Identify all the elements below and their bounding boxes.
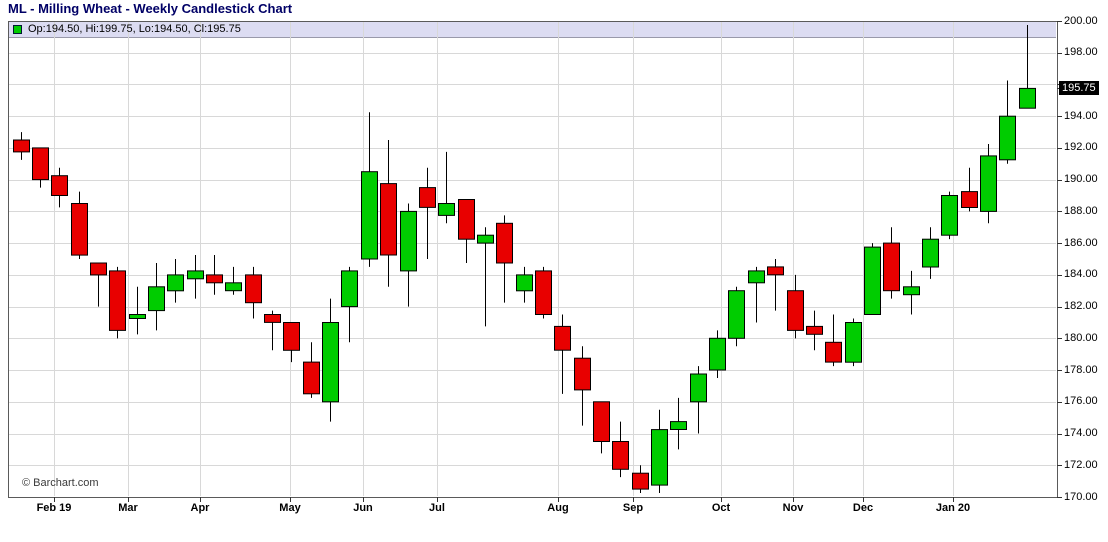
candle-body-up	[980, 155, 997, 212]
x-axis-label: Nov	[782, 502, 804, 514]
candle-body-down	[283, 322, 300, 351]
candle-body-down	[51, 175, 68, 196]
candle-body-down	[554, 325, 571, 351]
candle-body-down	[612, 441, 629, 470]
candle-body-up	[322, 322, 339, 403]
candle-body-down	[264, 314, 281, 323]
candle-body-down	[13, 139, 30, 153]
candle-body-down	[206, 274, 223, 284]
y-axis-label: 184.00	[1064, 268, 1098, 281]
candle-body-up	[690, 373, 707, 403]
candle-body-down	[593, 401, 610, 442]
y-axis-label: 192.00	[1064, 141, 1098, 154]
candle-body-up	[922, 238, 939, 268]
watermark: © Barchart.com	[22, 477, 99, 489]
candle-body-down	[380, 183, 397, 256]
y-axis-label: 188.00	[1064, 204, 1098, 217]
candle-body-up	[400, 210, 417, 272]
candle-body-up	[516, 274, 533, 292]
y-axis-label: 176.00	[1064, 395, 1098, 408]
last-price-tag: 195.75	[1059, 81, 1099, 95]
y-axis-label: 186.00	[1064, 236, 1098, 249]
candle-body-up	[1019, 87, 1036, 109]
candle-body-up	[225, 282, 242, 292]
candle-body-down	[496, 222, 513, 264]
x-axis-label: May	[279, 502, 301, 514]
x-axis-label: Apr	[190, 502, 210, 514]
candle-body-up	[129, 314, 146, 319]
candle-body-down	[535, 270, 552, 315]
x-axis-label: Dec	[852, 502, 874, 514]
candle-body-down	[787, 290, 804, 331]
y-axis-label: 172.00	[1064, 458, 1098, 471]
x-axis-label: Jan 20	[935, 502, 971, 514]
candle-body-up	[167, 274, 184, 292]
x-axis-label: Sep	[622, 502, 644, 514]
candle-body-down	[574, 357, 591, 391]
candle-body-down	[806, 325, 823, 335]
candle-body-up	[341, 270, 358, 308]
candle-body-down	[961, 191, 978, 209]
candle-body-up	[670, 421, 687, 431]
y-axis-label: 190.00	[1064, 173, 1098, 186]
candle-body-down	[883, 242, 900, 292]
candle-body-down	[825, 341, 842, 363]
y-axis-label: 178.00	[1064, 363, 1098, 376]
candle-body-up	[864, 246, 881, 316]
candle-body-down	[109, 270, 126, 331]
candle-body-down	[767, 266, 784, 276]
candle-body-up	[845, 322, 862, 363]
x-axis-label: Oct	[711, 502, 731, 514]
x-axis-label: Aug	[547, 502, 569, 514]
candle-body-up	[438, 203, 455, 216]
legend-strip-bg	[9, 22, 1056, 37]
candle-body-down	[90, 262, 107, 276]
candle-body-up	[148, 286, 165, 312]
candle-body-down	[419, 187, 436, 208]
candle-body-down	[245, 274, 262, 304]
candle-body-up	[477, 234, 494, 244]
candle-body-up	[187, 270, 204, 280]
candle-body-up	[651, 429, 668, 486]
candle-body-up	[361, 171, 378, 260]
candle-body-up	[999, 115, 1016, 161]
y-axis-label: 194.00	[1064, 109, 1098, 122]
x-axis-label: Jun	[353, 502, 373, 514]
candle-body-up	[748, 270, 765, 284]
candle-body-up	[941, 195, 958, 236]
y-axis-label: 174.00	[1064, 427, 1098, 440]
candle-body-down	[303, 361, 320, 395]
candle-body-down	[32, 147, 49, 181]
x-axis-label: Mar	[118, 502, 138, 514]
y-axis-label: 182.00	[1064, 300, 1098, 313]
x-axis-label: Feb 19	[36, 502, 72, 514]
plot-border	[8, 21, 1058, 498]
candle-body-up	[903, 286, 920, 296]
y-axis-label: 180.00	[1064, 331, 1098, 344]
candle-body-up	[709, 337, 726, 371]
y-axis-label: 198.00	[1064, 46, 1098, 59]
candle-body-down	[458, 199, 475, 240]
candle-body-up	[728, 290, 745, 339]
y-axis-label: 200.00	[1064, 14, 1098, 27]
candle-body-down	[71, 203, 88, 256]
x-axis-label: Jul	[429, 502, 445, 514]
page-title: ML - Milling Wheat - Weekly Candlestick …	[8, 1, 293, 16]
y-axis-label: 170.00	[1064, 490, 1098, 503]
candle-body-down	[632, 472, 649, 490]
